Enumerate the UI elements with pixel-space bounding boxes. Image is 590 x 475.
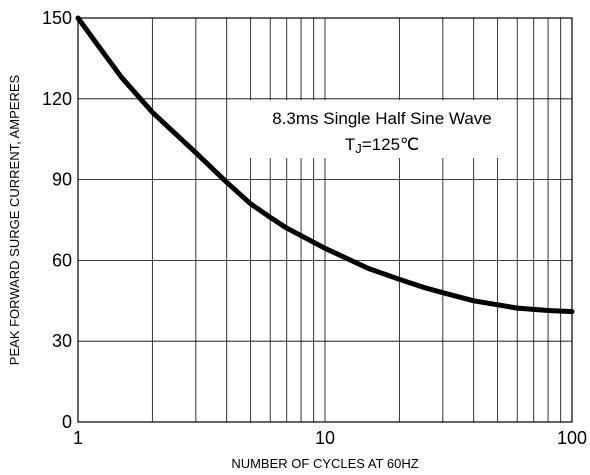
- y-tick-label: 120: [42, 89, 72, 109]
- y-tick-label: 60: [52, 250, 72, 270]
- annotation-line-2: TJ=125℃: [345, 135, 419, 156]
- x-tick-label: 100: [557, 428, 587, 448]
- annotation-line-1: 8.3ms Single Half Sine Wave: [272, 109, 492, 128]
- x-tick-label: 1: [73, 428, 83, 448]
- x-tick-label: 10: [315, 428, 335, 448]
- y-tick-label: 90: [52, 170, 72, 190]
- y-tick-label: 150: [42, 8, 72, 28]
- surge-curve: [75, 15, 575, 315]
- y-axis-title: PEAK FORWARD SURGE CURRENT, AMPERES: [7, 74, 22, 365]
- annotation-temperature: =125℃: [362, 135, 419, 154]
- x-axis-title: NUMBER OF CYCLES AT 60HZ: [231, 456, 418, 471]
- annotation-background: [248, 100, 516, 158]
- plot-frame: [77, 17, 573, 423]
- annotation-subscript-j: J: [355, 141, 362, 156]
- y-tick-label: 30: [52, 331, 72, 351]
- curve-layer: [75, 15, 575, 315]
- annotation-t: T: [345, 135, 355, 154]
- grid-lines: [78, 18, 572, 422]
- y-tick-label: 0: [62, 412, 72, 432]
- tick-labels: 0 30 60 90 120 150 1 10 100: [42, 8, 587, 448]
